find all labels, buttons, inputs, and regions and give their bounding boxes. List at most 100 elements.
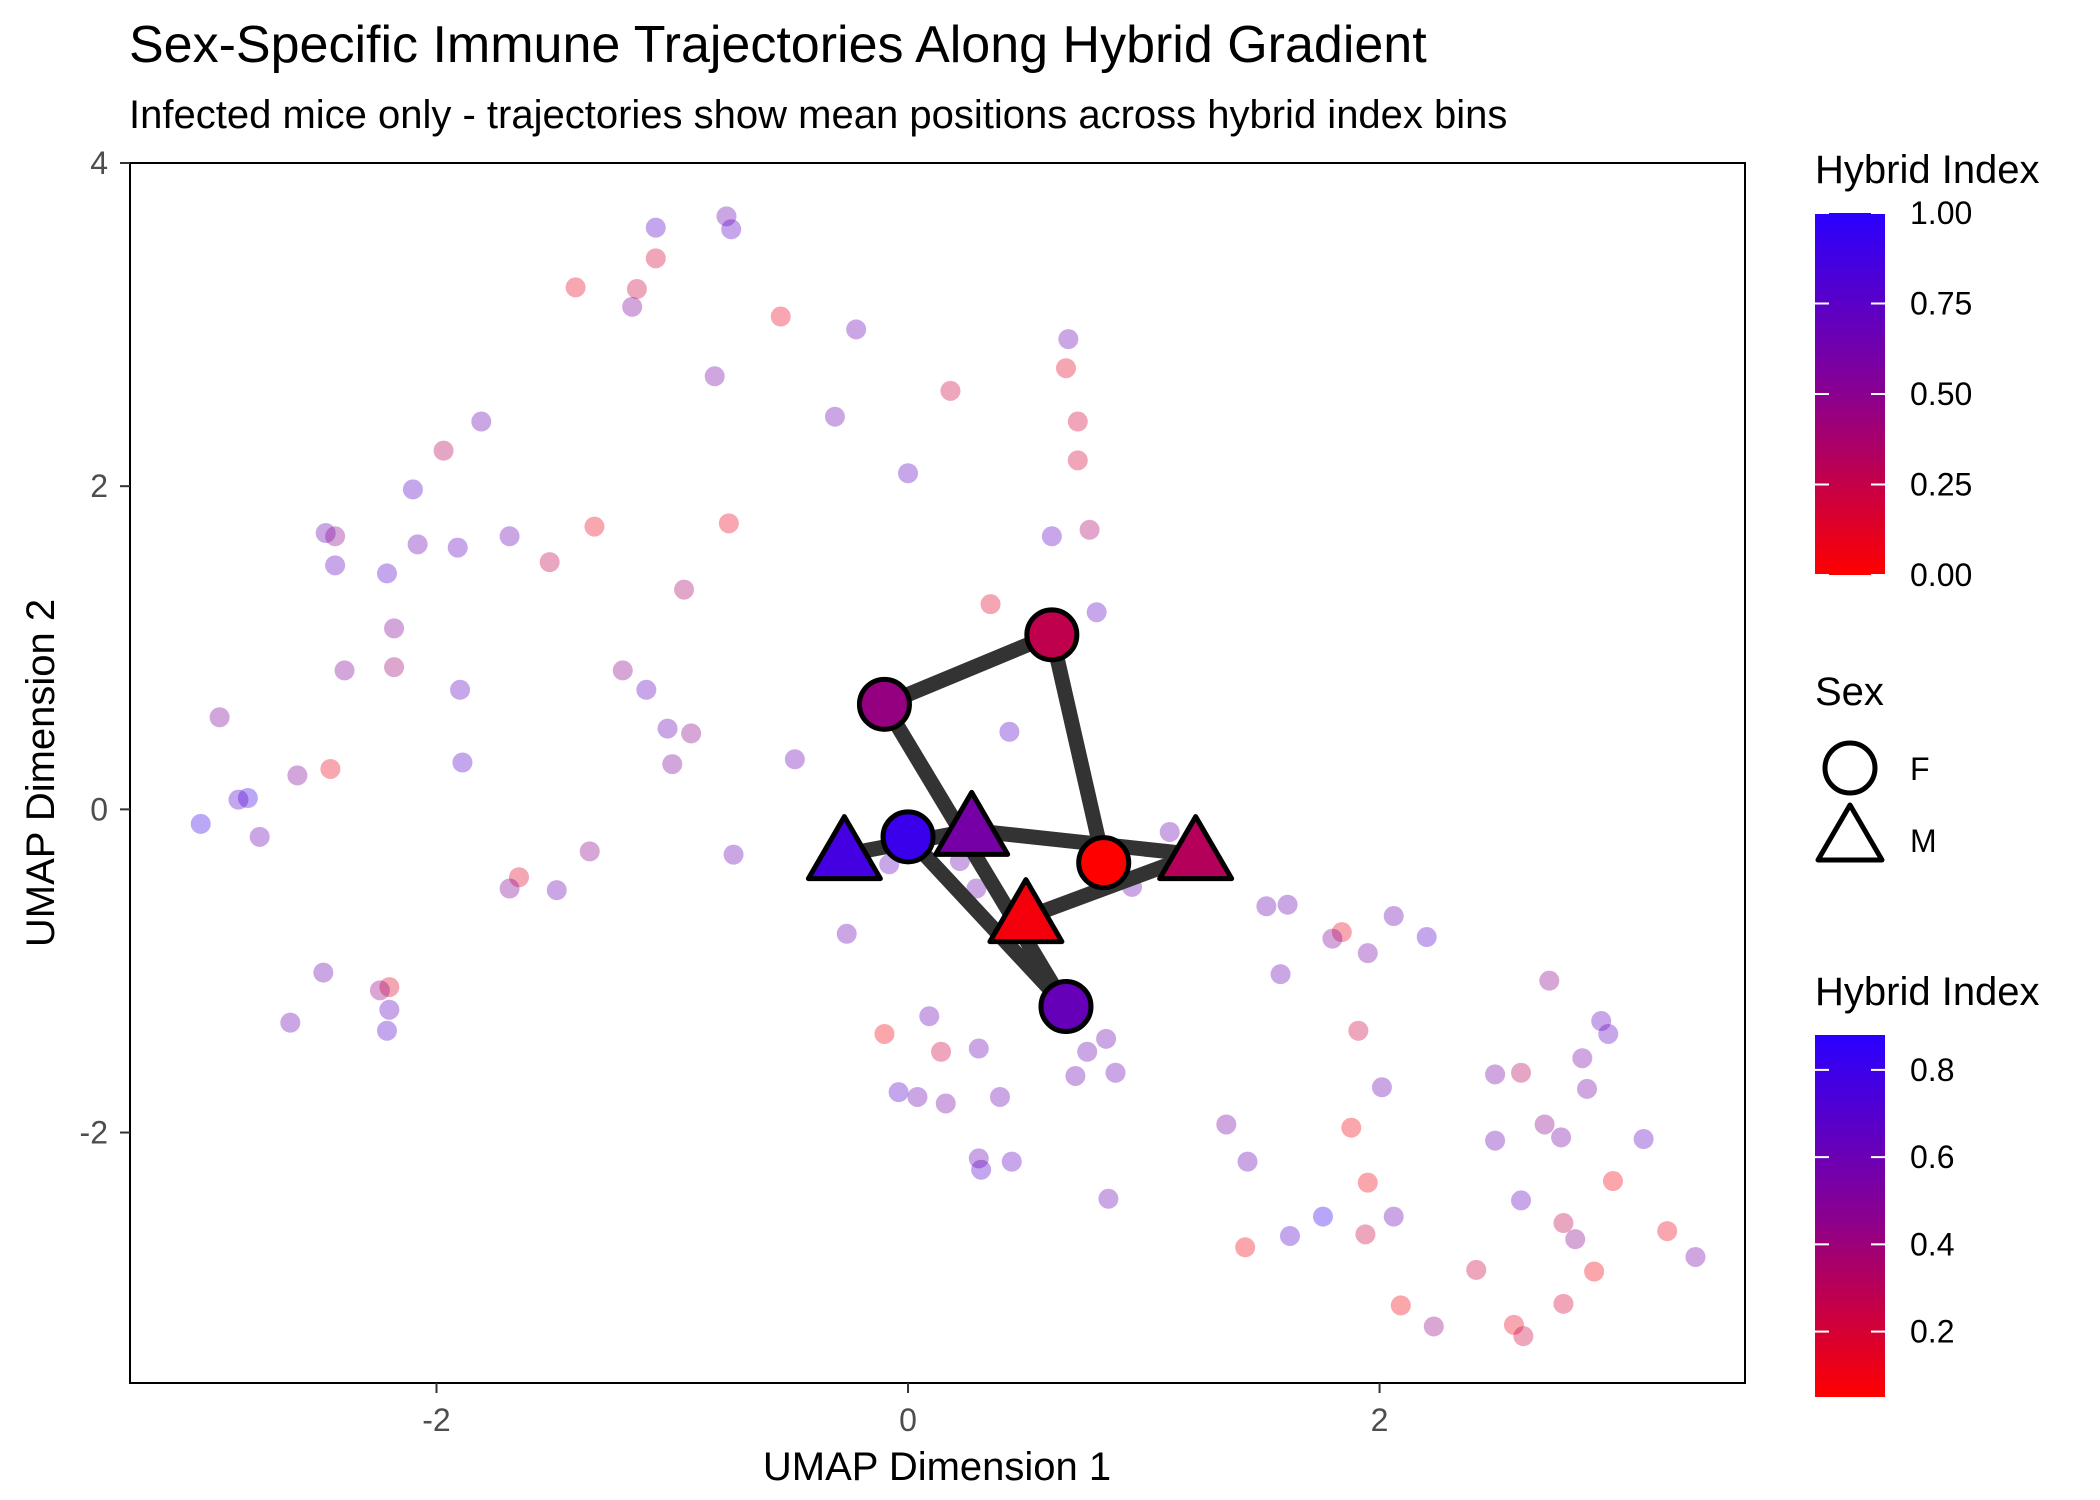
y-axis-title: UMAP Dimension 2 <box>19 599 63 947</box>
legend-hybrid-index-2-title: Hybrid Index <box>1815 970 2040 1014</box>
legend-hybrid-index-ticks: 1.00 0.75 0.50 0.25 0.00 <box>1815 195 1972 593</box>
data-point <box>971 1159 992 1180</box>
data-point <box>919 1006 940 1027</box>
data-point <box>681 723 702 744</box>
data-point <box>447 537 468 558</box>
y-tick-label: 0 <box>90 791 108 827</box>
data-point <box>539 552 560 573</box>
legend-sex-label-m: M <box>1910 823 1937 859</box>
colorbar-tick-label: 1.00 <box>1910 195 1972 231</box>
data-point <box>1466 1259 1487 1280</box>
data-point <box>1341 1117 1362 1138</box>
data-point <box>384 618 405 639</box>
data-point <box>376 563 397 584</box>
trajectory-markers <box>805 607 1235 1034</box>
data-point <box>499 526 520 547</box>
data-point <box>1277 894 1298 915</box>
colorbar-tick-label: 0.25 <box>1910 467 1972 503</box>
data-point <box>1383 1206 1404 1227</box>
data-point <box>287 765 308 786</box>
data-point <box>888 1082 909 1103</box>
data-point <box>968 1148 989 1169</box>
data-point <box>716 206 737 227</box>
data-point <box>1423 1316 1444 1337</box>
data-point <box>1553 1213 1574 1234</box>
data-point <box>1685 1246 1706 1267</box>
x-tick-label: 2 <box>1371 1402 1389 1438</box>
legend-triangle-icon <box>1815 802 1885 863</box>
data-point <box>450 679 471 700</box>
data-point <box>313 962 334 983</box>
female-trajectory-marker <box>880 809 936 865</box>
data-point <box>770 306 791 327</box>
colorbar-tick-label: 0.8 <box>1910 1052 1954 1088</box>
data-point <box>1237 1151 1258 1172</box>
data-point <box>784 749 805 770</box>
legend-sex-title: Sex <box>1815 670 1884 714</box>
data-point <box>1633 1129 1654 1149</box>
data-point <box>376 1020 397 1041</box>
data-point <box>966 878 987 899</box>
data-point <box>1055 358 1076 379</box>
data-point <box>384 657 405 678</box>
data-point <box>1513 1326 1534 1347</box>
data-point <box>898 463 919 484</box>
female-trajectory-marker <box>856 676 912 732</box>
data-point <box>1322 928 1343 949</box>
data-point <box>280 1012 301 1033</box>
colorbar-tick-label: 0.75 <box>1910 286 1972 322</box>
data-point <box>499 878 520 899</box>
data-point <box>989 1086 1010 1107</box>
data-point <box>379 999 400 1020</box>
data-point <box>1591 1011 1612 1032</box>
data-point <box>980 594 1001 615</box>
data-point <box>674 579 695 600</box>
data-point <box>379 977 400 998</box>
data-point <box>1279 1225 1300 1246</box>
data-point <box>546 880 567 901</box>
legend-circle-icon <box>1822 740 1878 796</box>
data-point <box>228 789 249 810</box>
y-tick-label: -2 <box>80 1115 108 1151</box>
data-point <box>407 534 428 555</box>
data-point <box>334 660 355 681</box>
data-point <box>1503 1314 1524 1335</box>
data-point <box>1355 1224 1376 1245</box>
data-point <box>237 788 258 809</box>
colorbar-tick-label: 0.00 <box>1910 557 1972 593</box>
data-point <box>723 844 744 865</box>
data-point <box>968 1038 989 1059</box>
data-point <box>1067 450 1088 471</box>
data-point <box>1602 1171 1623 1192</box>
data-point <box>1485 1130 1506 1151</box>
x-tick-label: 0 <box>899 1402 917 1438</box>
data-point <box>931 1041 952 1062</box>
data-point <box>622 296 643 317</box>
data-point <box>209 707 230 728</box>
data-point <box>1657 1221 1678 1242</box>
data-point <box>999 721 1020 742</box>
data-point <box>565 277 586 298</box>
data-point <box>1390 1295 1411 1316</box>
data-point <box>1216 1114 1237 1135</box>
male-trajectory-marker <box>987 877 1065 945</box>
data-point <box>584 516 605 537</box>
y-tick-label: 2 <box>90 468 108 504</box>
x-axis-title: UMAP Dimension 1 <box>763 1445 1111 1489</box>
data-point <box>325 555 346 576</box>
data-point <box>190 813 211 834</box>
data-point <box>645 217 666 238</box>
colorbar-tick-label: 0.4 <box>1910 1226 1954 1262</box>
data-point <box>1235 1237 1256 1258</box>
data-point <box>1416 927 1437 948</box>
legend-sex-label-f: F <box>1910 751 1930 787</box>
data-point <box>433 440 454 461</box>
data-point <box>940 380 961 401</box>
data-point <box>1041 526 1062 547</box>
data-point <box>1256 896 1277 917</box>
data-point <box>657 718 678 739</box>
data-point <box>315 523 336 544</box>
colorbar-tick-label: 0.2 <box>1910 1314 1954 1350</box>
data-point <box>402 479 423 500</box>
